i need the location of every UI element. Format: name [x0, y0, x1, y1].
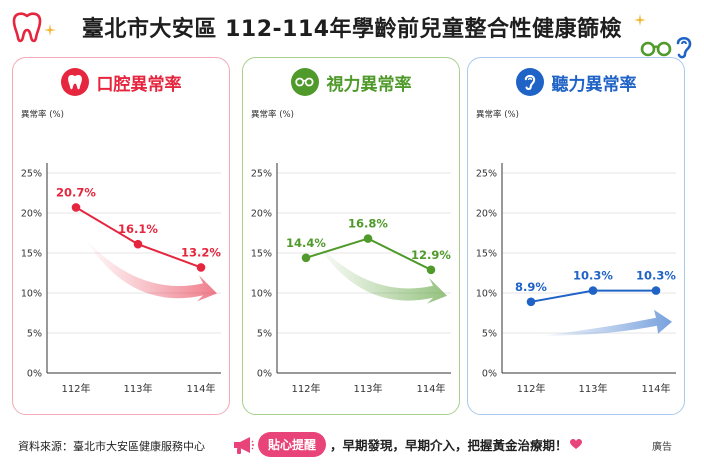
data-label: 12.9% [411, 248, 451, 262]
data-label: 13.2% [181, 245, 221, 259]
trend-arrow [539, 309, 672, 336]
sparkle-icon [634, 14, 646, 26]
data-point [651, 286, 661, 295]
dental-chart: 異常率 (%) 0% 5% 10% 15% 20% 25% 112年 113年 114年 20.7%… [21, 109, 222, 395]
heart-icon [569, 439, 582, 449]
y-axis-label: 異常率 (%) [476, 109, 519, 120]
x-tick-label: 112年 [516, 382, 545, 395]
y-tick-label: 0% [27, 369, 42, 380]
x-tick-label: 114年 [641, 382, 670, 395]
x-tick-label: 114年 [416, 382, 445, 395]
y-tick-label: 20% [476, 209, 497, 220]
y-tick-label: 20% [21, 209, 42, 220]
y-tick-label: 10% [476, 289, 497, 300]
x-tick-label: 113年 [353, 382, 382, 395]
data-point [588, 286, 598, 295]
data-label: 8.9% [515, 280, 547, 294]
y-tick-label: 15% [21, 249, 42, 260]
y-tick-label: 0% [257, 369, 272, 380]
data-point [526, 297, 536, 307]
trend-arrow [84, 237, 217, 302]
data-point [196, 263, 206, 272]
hearing-panel: 聽力異常率 異常率 (%) 0% 5% 10% 15% 20% 25% 112年 113年 114… [467, 57, 685, 415]
y-tick-label: 25% [476, 169, 497, 180]
page-title: 臺北市大安區 112-114年學齡前兒童整合性健康篩檢 [81, 17, 623, 42]
vision-panel: 視力異常率 異常率 (%) 0% 5% 10% 15% 20% 25% 112年 113年 114… [242, 57, 460, 415]
x-tick-label: 112年 [61, 382, 90, 395]
y-axis-label: 異常率 (%) [21, 109, 64, 120]
y-tick-label: 5% [27, 329, 42, 340]
data-label: 20.7% [56, 185, 96, 199]
data-point [426, 265, 436, 275]
glasses-deco-icon [640, 41, 672, 57]
tip-banner: 貼心提醒 ，早期發現，早期介入，把握黃金治療期！ [232, 432, 582, 457]
y-axis-label: 異常率 (%) [251, 109, 294, 120]
data-label: 14.4% [286, 236, 326, 250]
data-label: 16.1% [118, 222, 158, 236]
tooth-icon [60, 68, 89, 96]
y-tick-label: 10% [251, 289, 272, 300]
y-tick-label: 0% [482, 369, 497, 380]
ear-icon [515, 68, 544, 96]
dental-panel-header: 口腔異常率 [13, 68, 229, 96]
y-tick-label: 15% [476, 249, 497, 260]
x-tick-label: 113年 [578, 382, 607, 395]
trend-arrow [314, 239, 447, 304]
megaphone-icon [234, 436, 254, 454]
ad-label: 廣告 [652, 442, 672, 453]
glasses-icon [290, 68, 319, 96]
dental-title: 口腔異常率 [96, 74, 182, 95]
footer: 資料來源：臺北市大安區健康服務中心 貼心提醒 ，早期發現，早期介入，把握黃金治療… [0, 430, 704, 460]
data-point [301, 253, 311, 263]
hearing-title: 聽力異常率 [551, 74, 637, 95]
data-point [133, 239, 143, 249]
y-tick-label: 10% [21, 289, 42, 300]
y-tick-label: 15% [251, 249, 272, 260]
data-point [363, 234, 373, 243]
y-tick-label: 25% [21, 169, 42, 180]
y-tick-label: 5% [482, 329, 497, 340]
dental-panel: 口腔異常率 異常率 (%) 0% 5% 10% 15% 20% 25% 112年 113年 114… [12, 57, 230, 415]
data-label: 10.3% [636, 269, 676, 283]
sparkle-icon [44, 24, 56, 36]
data-label: 16.8% [348, 217, 388, 231]
vision-panel-header: 視力異常率 [243, 68, 459, 96]
ear-deco-icon [676, 36, 692, 59]
data-point [71, 203, 81, 212]
y-tick-label: 20% [251, 209, 272, 220]
hearing-panel-header: 聽力異常率 [468, 68, 684, 96]
tooth-logo-icon [12, 12, 42, 43]
vision-chart: 異常率 (%) 0% 5% 10% 15% 20% 25% 112年 113年 114年 14.4%… [251, 109, 452, 395]
source-note: 資料來源：臺北市大安區健康服務中心 [18, 440, 205, 453]
y-tick-label: 5% [257, 329, 272, 340]
data-label: 10.3% [573, 269, 613, 283]
y-tick-label: 25% [251, 169, 272, 180]
x-tick-label: 114年 [186, 382, 215, 395]
tip-text: ，早期發現，早期介入，把握黃金治療期！ [330, 438, 568, 453]
x-tick-label: 112年 [291, 382, 320, 395]
hearing-chart: 異常率 (%) 0% 5% 10% 15% 20% 25% 112年 113年 114年 8.9% 1… [476, 109, 677, 395]
tip-badge: 貼心提醒 [258, 432, 327, 457]
vision-title: 視力異常率 [326, 74, 412, 95]
x-tick-label: 113年 [123, 382, 152, 395]
